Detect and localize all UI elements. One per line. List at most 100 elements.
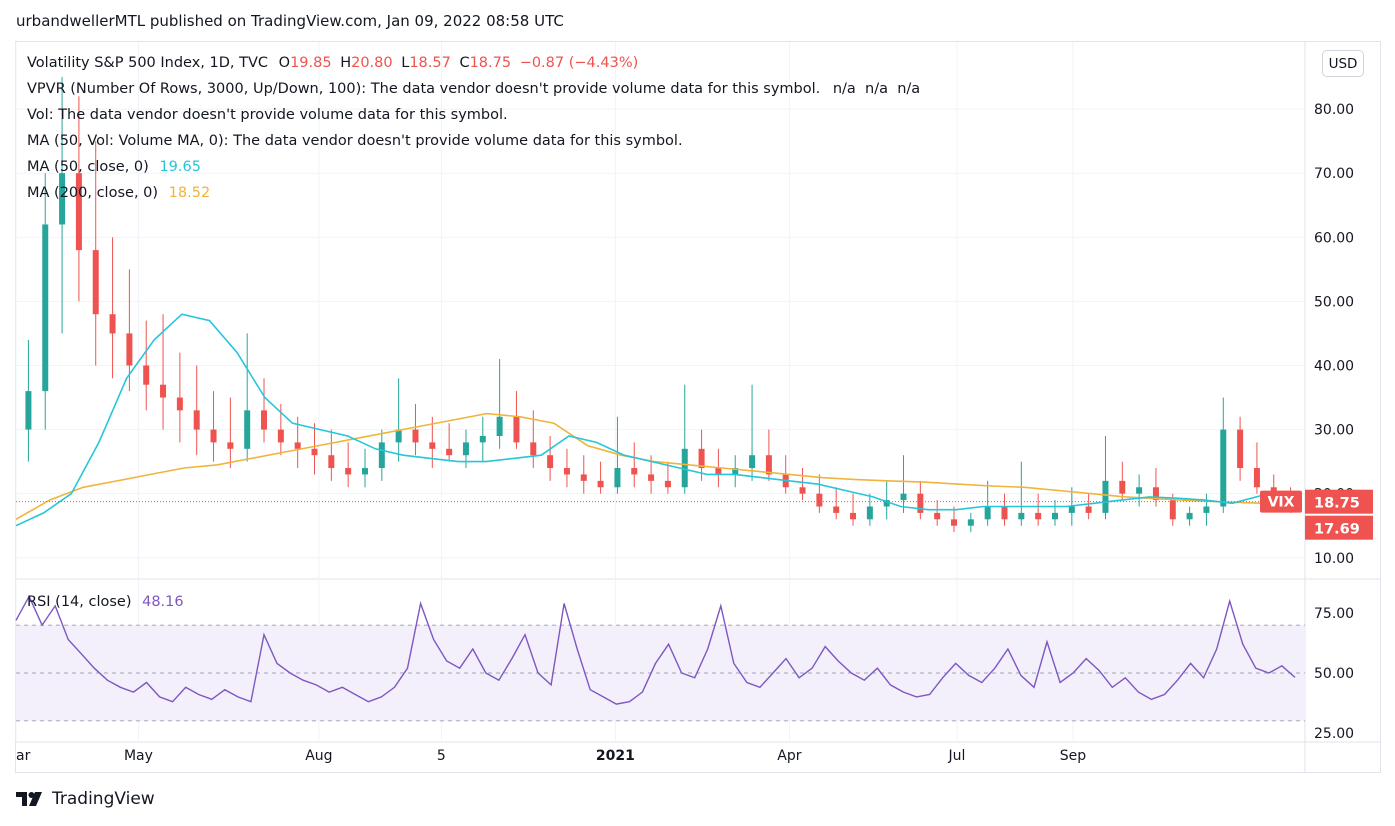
candle-body	[361, 468, 368, 475]
candle-body	[547, 455, 554, 469]
candle-body	[143, 365, 150, 385]
time-tick-label: Apr	[777, 748, 801, 764]
candle-body	[917, 493, 924, 513]
candle-body	[462, 442, 469, 456]
rsi-pane	[15, 594, 1305, 722]
candle-body	[681, 448, 688, 488]
candle-body	[244, 410, 251, 449]
candle-body	[328, 455, 335, 469]
ma50-value: 19.65	[159, 159, 201, 175]
candle-body	[530, 442, 537, 456]
ma50-line	[15, 313, 1261, 527]
candle-body	[1035, 512, 1042, 520]
vpvr-text: VPVR (Number Of Rows, 3000, Up/Down, 100…	[27, 81, 821, 97]
candle-body	[1152, 487, 1159, 501]
candle-body	[75, 173, 82, 251]
last-price-badge-label: 18.75	[1314, 496, 1360, 512]
candle-body	[311, 448, 318, 456]
candle-body	[395, 429, 402, 443]
price-badges: VIX 18.75 17.69	[1260, 489, 1373, 540]
rsi-legend[interactable]: RSI (14, close) 48.16	[27, 594, 184, 610]
vol-ma-legend[interactable]: MA (50, Vol: Volume MA, 0): The data ven…	[27, 133, 683, 149]
candle-body	[210, 429, 217, 443]
vpvr-legend[interactable]: VPVR (Number Of Rows, 3000, Up/Down, 100…	[27, 81, 920, 97]
high-value: 20.80	[351, 55, 393, 71]
candle-body	[479, 435, 486, 443]
open-label: O	[278, 55, 291, 71]
candle-body	[378, 442, 385, 469]
vix-badge	[1260, 490, 1302, 513]
candle-body	[25, 391, 32, 430]
currency-button[interactable]: USD	[1322, 50, 1364, 77]
candle-body	[59, 173, 66, 225]
ma200-legend[interactable]: MA (200, close, 0) 18.52	[27, 185, 210, 201]
rsi-value: 48.16	[142, 594, 184, 610]
price-tick-label: 30.00	[1314, 423, 1354, 439]
price-tick-label: 70.00	[1314, 166, 1354, 182]
symbol-legend: Volatility S&P 500 Index, 1D, TVC O19.85…	[27, 55, 638, 71]
candle-body	[1237, 429, 1244, 469]
candle-body	[1068, 506, 1075, 513]
candle-body	[866, 506, 873, 520]
publisher-line: urbandwellerMTL published on TradingView…	[16, 12, 564, 30]
candle-body	[412, 429, 419, 443]
moving-averages	[15, 313, 1261, 527]
candle-body	[1085, 506, 1092, 513]
candle-body	[883, 500, 890, 507]
time-tick-label: 5	[437, 748, 446, 764]
candle-body	[833, 506, 840, 513]
candle-body	[765, 455, 772, 475]
candle-body	[732, 468, 739, 475]
time-tick-label: May	[124, 748, 153, 764]
candle-body	[631, 468, 638, 475]
candle-body	[109, 314, 116, 334]
low-value: 18.57	[409, 55, 451, 71]
candle-body	[648, 474, 655, 481]
vix-badge-label: VIX	[1268, 495, 1295, 511]
candle-body	[513, 416, 520, 443]
candle-body	[816, 493, 823, 507]
candle-body	[345, 468, 352, 475]
rsi-tick-label: 50.00	[1314, 666, 1354, 682]
candle-body	[900, 493, 907, 501]
rsi-tick-label: 75.00	[1314, 606, 1354, 622]
ma50-legend[interactable]: MA (50, close, 0) 19.65	[27, 159, 201, 175]
candle-body	[496, 416, 503, 436]
candle-body	[261, 410, 268, 430]
candle-body	[1186, 512, 1193, 520]
candle-body	[984, 506, 991, 520]
price-tick-label: 60.00	[1314, 230, 1354, 246]
candle-body	[1018, 512, 1025, 520]
time-tick-label: 2021	[596, 748, 635, 764]
second-price-badge-label: 17.69	[1314, 522, 1360, 538]
candle-body	[614, 468, 621, 488]
price-tick-label: 50.00	[1314, 294, 1354, 310]
candle-body	[664, 480, 671, 488]
ma50-label: MA (50, close, 0)	[27, 159, 149, 175]
time-tick-label: Sep	[1060, 748, 1087, 764]
candle-body	[934, 512, 941, 520]
candle-body	[277, 429, 284, 443]
candle-body	[1169, 500, 1176, 520]
candle-body	[92, 250, 99, 315]
rsi-tick-label: 25.00	[1314, 726, 1354, 742]
ma200-label: MA (200, close, 0)	[27, 185, 159, 201]
candle-body	[715, 468, 722, 475]
candle-body	[1119, 480, 1126, 494]
candle-body	[698, 448, 705, 469]
change-value: −0.87 (−4.43%)	[519, 55, 639, 71]
candle-body	[967, 519, 974, 526]
ma200-value: 18.52	[168, 185, 211, 201]
candle-body	[597, 480, 604, 488]
tradingview-logo-icon	[16, 792, 42, 806]
candle-body	[1102, 480, 1109, 513]
time-tick-label: Aug	[305, 748, 332, 764]
candle-body	[227, 442, 234, 449]
high-label: H	[340, 55, 352, 71]
price-tick-label: 40.00	[1314, 358, 1354, 374]
vol-legend[interactable]: Vol: The data vendor doesn't provide vol…	[27, 107, 508, 123]
time-tick-label: ar	[16, 748, 31, 764]
last-price-badge	[1305, 489, 1373, 514]
low-label: L	[401, 55, 410, 71]
